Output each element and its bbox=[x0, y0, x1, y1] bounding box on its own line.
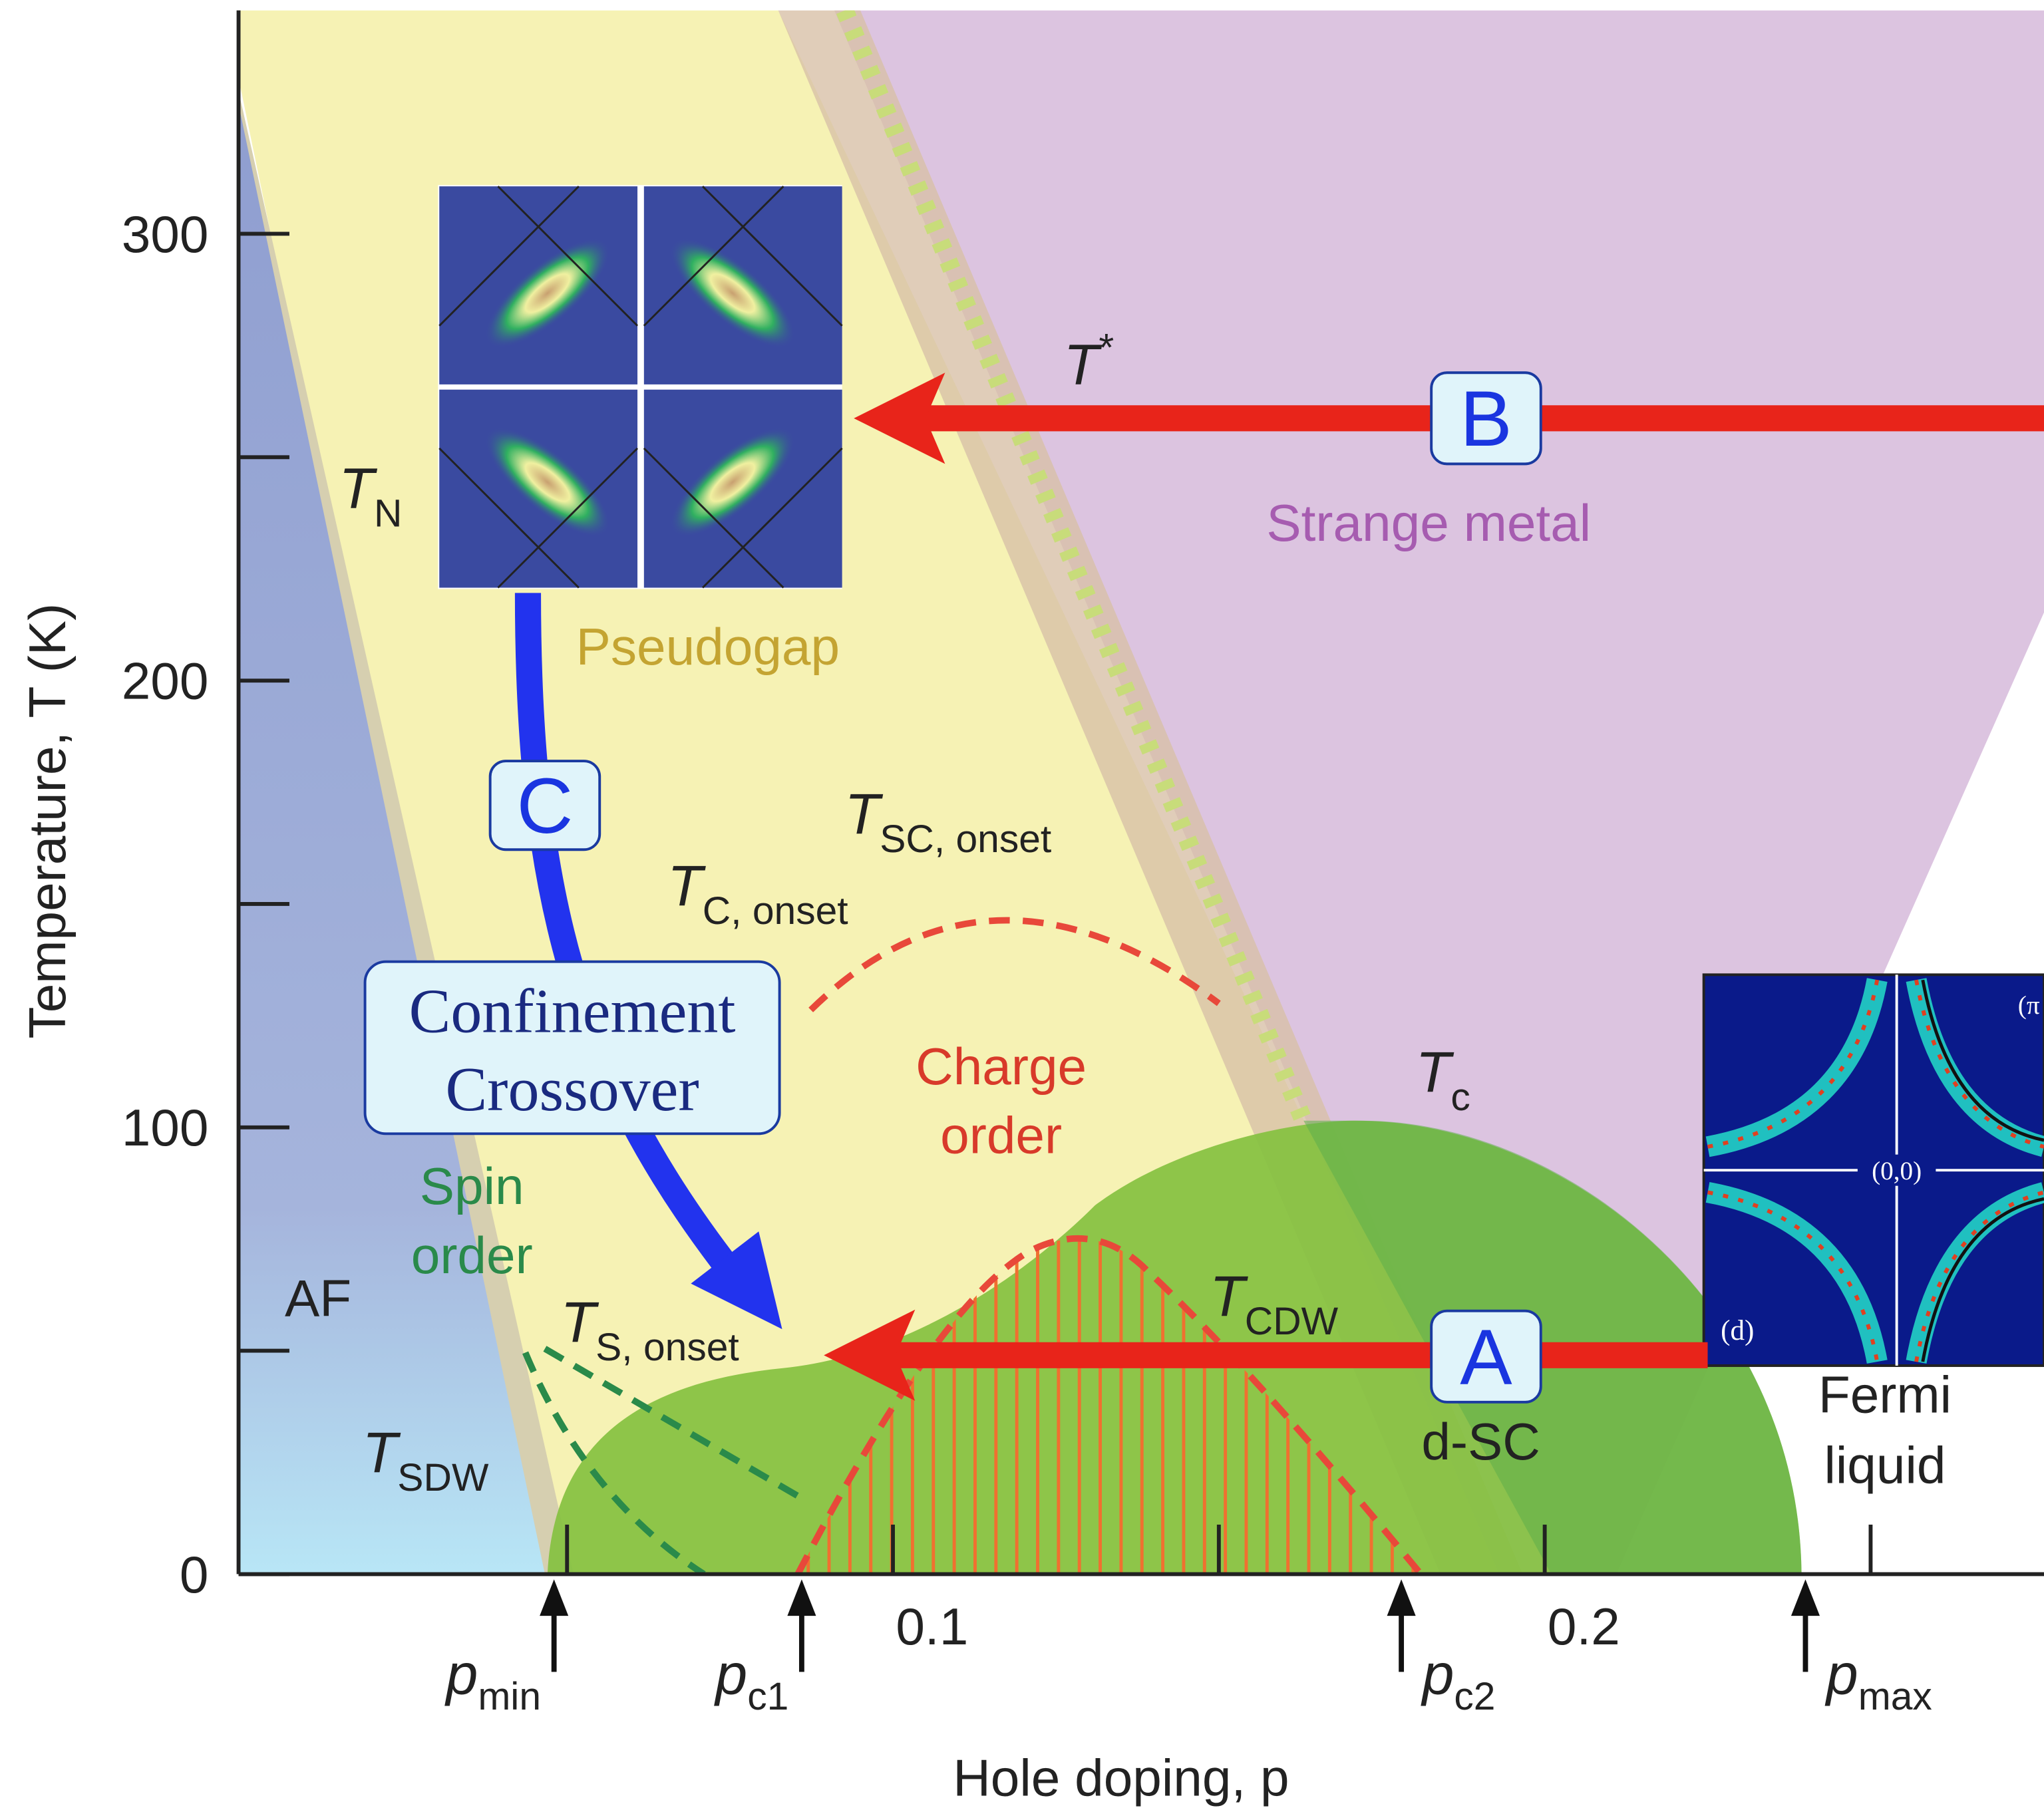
doping-marker-head bbox=[1387, 1579, 1416, 1616]
doping-symbol: p bbox=[1824, 1643, 1858, 1707]
region-label: Fermi bbox=[1818, 1366, 1952, 1424]
region-label: liquid bbox=[1824, 1435, 1946, 1494]
y-tick-label: 200 bbox=[122, 652, 209, 710]
x-axis-label: Hole doping, p bbox=[953, 1748, 1289, 1807]
chart: 01002003000.10.2pminpc1pc2pmax Strange m… bbox=[0, 0, 2044, 1810]
doping-label: pc1 bbox=[713, 1643, 788, 1719]
doping-marker-head bbox=[1791, 1579, 1820, 1616]
doping-symbol: p bbox=[713, 1643, 747, 1707]
callout-label: B bbox=[1460, 375, 1512, 462]
doping-subscript: c2 bbox=[1454, 1675, 1495, 1718]
doping-symbol: p bbox=[1420, 1643, 1454, 1707]
region-label: order bbox=[940, 1106, 1062, 1165]
inset-label: (π bbox=[2018, 991, 2040, 1020]
doping-label: pmax bbox=[1824, 1643, 1932, 1719]
doping-subscript: c1 bbox=[747, 1675, 788, 1718]
arpes-inset bbox=[438, 185, 842, 589]
region-label: Pseudogap bbox=[576, 617, 840, 676]
callout-label: Crossover bbox=[445, 1055, 699, 1124]
callout-label: C bbox=[516, 762, 573, 849]
doping-symbol: p bbox=[444, 1643, 478, 1707]
region-label: Charge bbox=[916, 1037, 1087, 1096]
inset-label: (0,0) bbox=[1872, 1157, 1922, 1185]
doping-marker-head bbox=[787, 1579, 816, 1616]
callout-label: Confinement bbox=[409, 977, 736, 1046]
region-label: Spin bbox=[420, 1157, 524, 1215]
doping-subscript: min bbox=[478, 1675, 541, 1718]
doping-label: pc2 bbox=[1420, 1643, 1495, 1719]
region-label: Strange metal bbox=[1266, 494, 1591, 552]
y-tick-label: 100 bbox=[122, 1098, 209, 1157]
x-tick-label: 0.2 bbox=[1548, 1597, 1620, 1656]
region-label: order bbox=[411, 1226, 533, 1284]
region-label: AF bbox=[285, 1269, 351, 1328]
y-tick-label: 0 bbox=[180, 1545, 209, 1604]
doping-label: pmin bbox=[444, 1643, 541, 1719]
doping-marker-head bbox=[540, 1579, 568, 1616]
callout-label: A bbox=[1460, 1313, 1512, 1400]
doping-subscript: max bbox=[1858, 1675, 1932, 1718]
region-label: d-SC bbox=[1421, 1412, 1540, 1471]
inset-label: (d) bbox=[1721, 1315, 1754, 1346]
y-axis-label: Temperature, T (K) bbox=[18, 603, 77, 1039]
fermi-surface-inset: (0,0) (d) (π bbox=[1704, 975, 2044, 1366]
y-tick-label: 300 bbox=[122, 205, 209, 263]
x-tick-label: 0.1 bbox=[896, 1597, 968, 1656]
